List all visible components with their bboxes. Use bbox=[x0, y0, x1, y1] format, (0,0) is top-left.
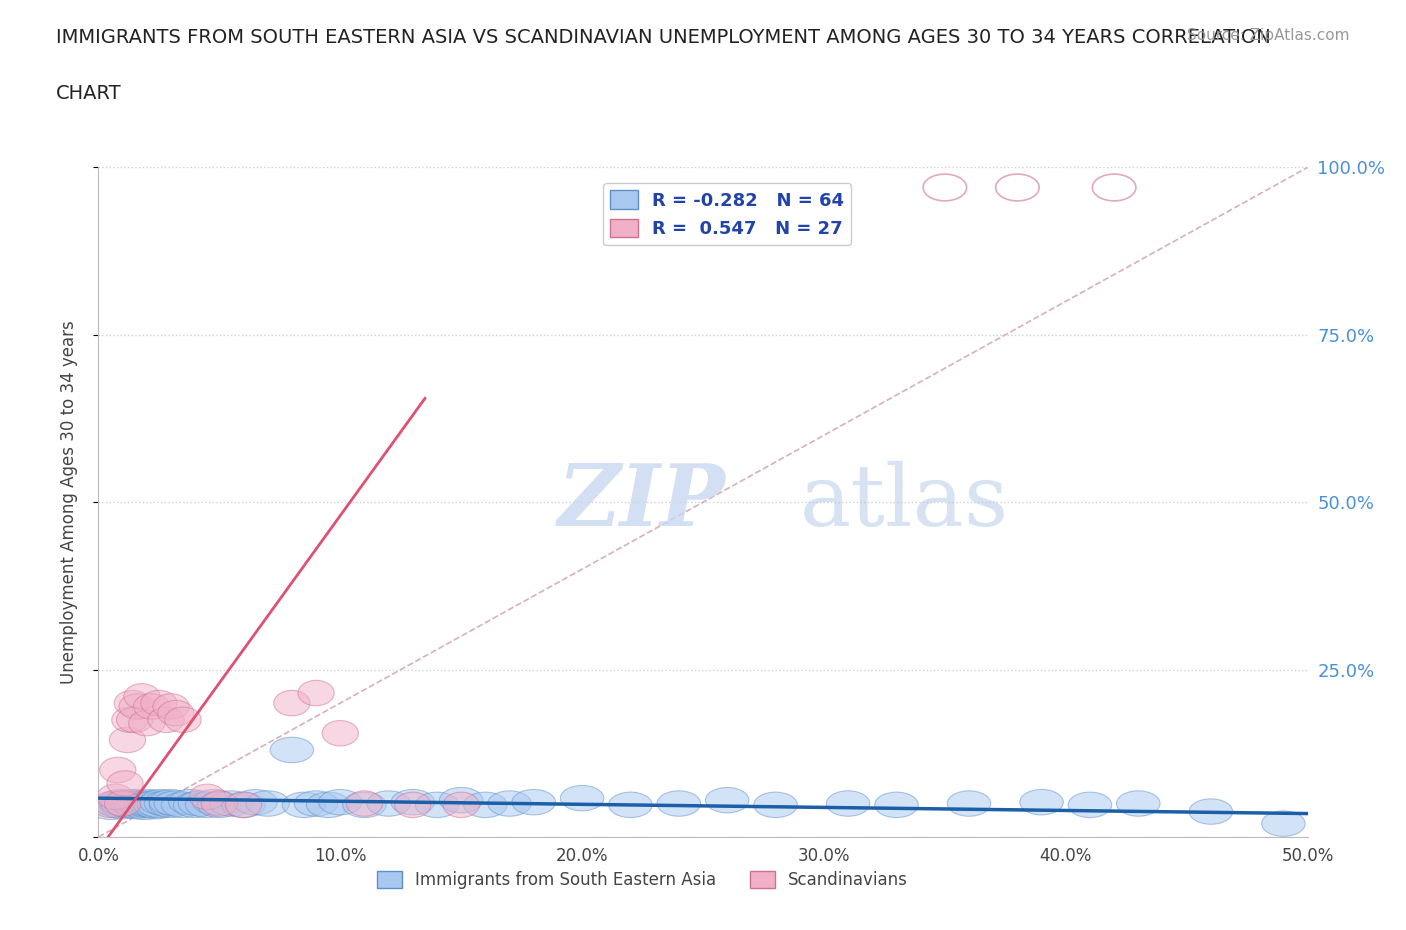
Ellipse shape bbox=[112, 790, 156, 815]
Ellipse shape bbox=[111, 707, 148, 733]
Ellipse shape bbox=[875, 792, 918, 817]
Ellipse shape bbox=[124, 684, 160, 709]
Ellipse shape bbox=[129, 792, 173, 817]
Ellipse shape bbox=[155, 790, 198, 817]
Ellipse shape bbox=[1069, 792, 1112, 817]
Ellipse shape bbox=[129, 711, 165, 736]
Ellipse shape bbox=[1261, 811, 1305, 836]
Ellipse shape bbox=[89, 794, 132, 819]
Ellipse shape bbox=[1116, 790, 1160, 817]
Ellipse shape bbox=[141, 690, 177, 716]
Text: IMMIGRANTS FROM SOUTH EASTERN ASIA VS SCANDINAVIAN UNEMPLOYMENT AMONG AGES 30 TO: IMMIGRANTS FROM SOUTH EASTERN ASIA VS SC… bbox=[56, 28, 1271, 46]
Ellipse shape bbox=[188, 784, 225, 809]
Ellipse shape bbox=[173, 792, 217, 817]
Ellipse shape bbox=[179, 790, 222, 817]
Ellipse shape bbox=[201, 790, 238, 817]
Ellipse shape bbox=[125, 790, 169, 817]
Ellipse shape bbox=[283, 792, 326, 817]
Ellipse shape bbox=[233, 790, 277, 815]
Ellipse shape bbox=[145, 790, 188, 817]
Ellipse shape bbox=[148, 707, 184, 733]
Ellipse shape bbox=[319, 790, 361, 815]
Ellipse shape bbox=[93, 792, 129, 817]
Ellipse shape bbox=[186, 792, 229, 817]
Ellipse shape bbox=[440, 788, 482, 813]
Ellipse shape bbox=[512, 790, 555, 815]
Ellipse shape bbox=[138, 792, 180, 817]
Ellipse shape bbox=[149, 790, 193, 815]
Ellipse shape bbox=[246, 790, 290, 817]
Ellipse shape bbox=[209, 790, 253, 817]
Ellipse shape bbox=[108, 790, 152, 815]
Ellipse shape bbox=[346, 790, 382, 817]
Ellipse shape bbox=[222, 792, 266, 817]
Ellipse shape bbox=[100, 757, 136, 783]
Ellipse shape bbox=[101, 790, 145, 817]
Ellipse shape bbox=[609, 792, 652, 817]
Ellipse shape bbox=[193, 790, 236, 815]
Ellipse shape bbox=[94, 790, 138, 817]
Y-axis label: Unemployment Among Ages 30 to 34 years: Unemployment Among Ages 30 to 34 years bbox=[59, 320, 77, 684]
Ellipse shape bbox=[128, 790, 172, 815]
Ellipse shape bbox=[120, 792, 163, 817]
Ellipse shape bbox=[391, 790, 434, 815]
Ellipse shape bbox=[443, 792, 479, 817]
Ellipse shape bbox=[657, 790, 700, 817]
Ellipse shape bbox=[1189, 799, 1233, 824]
Ellipse shape bbox=[165, 707, 201, 733]
Ellipse shape bbox=[134, 694, 170, 719]
Ellipse shape bbox=[294, 790, 337, 817]
Ellipse shape bbox=[97, 784, 134, 809]
Ellipse shape bbox=[343, 792, 387, 817]
Ellipse shape bbox=[827, 790, 870, 817]
Ellipse shape bbox=[132, 790, 176, 817]
Ellipse shape bbox=[112, 792, 156, 817]
Ellipse shape bbox=[118, 790, 162, 817]
Ellipse shape bbox=[111, 790, 155, 817]
Ellipse shape bbox=[157, 700, 194, 725]
Ellipse shape bbox=[117, 707, 153, 733]
Ellipse shape bbox=[1019, 790, 1063, 815]
Ellipse shape bbox=[415, 792, 458, 817]
Ellipse shape bbox=[298, 681, 335, 706]
Ellipse shape bbox=[125, 792, 169, 817]
Ellipse shape bbox=[153, 694, 190, 719]
Text: ZIP: ZIP bbox=[558, 460, 725, 544]
Ellipse shape bbox=[561, 786, 603, 811]
Ellipse shape bbox=[706, 788, 749, 813]
Ellipse shape bbox=[105, 792, 149, 817]
Ellipse shape bbox=[270, 737, 314, 763]
Ellipse shape bbox=[114, 690, 150, 716]
Ellipse shape bbox=[98, 790, 142, 815]
Ellipse shape bbox=[322, 721, 359, 746]
Text: Source: ZipAtlas.com: Source: ZipAtlas.com bbox=[1187, 28, 1350, 43]
Ellipse shape bbox=[135, 793, 179, 819]
Ellipse shape bbox=[274, 690, 311, 716]
Ellipse shape bbox=[464, 792, 508, 817]
Ellipse shape bbox=[149, 792, 193, 817]
Ellipse shape bbox=[96, 792, 139, 817]
Ellipse shape bbox=[948, 790, 991, 817]
Ellipse shape bbox=[754, 792, 797, 817]
Ellipse shape bbox=[139, 790, 183, 815]
Ellipse shape bbox=[169, 790, 212, 815]
Ellipse shape bbox=[110, 727, 146, 752]
Legend: Immigrants from South Eastern Asia, Scandinavians: Immigrants from South Eastern Asia, Scan… bbox=[370, 864, 915, 896]
Ellipse shape bbox=[120, 694, 155, 719]
Ellipse shape bbox=[115, 793, 159, 819]
Ellipse shape bbox=[488, 790, 531, 817]
Text: atlas: atlas bbox=[800, 460, 1010, 544]
Ellipse shape bbox=[101, 793, 145, 819]
Ellipse shape bbox=[162, 792, 205, 817]
Ellipse shape bbox=[122, 794, 166, 819]
Text: CHART: CHART bbox=[56, 84, 122, 102]
Ellipse shape bbox=[198, 792, 240, 817]
Ellipse shape bbox=[104, 790, 141, 817]
Ellipse shape bbox=[367, 790, 411, 817]
Ellipse shape bbox=[307, 792, 350, 817]
Ellipse shape bbox=[395, 792, 432, 817]
Ellipse shape bbox=[107, 771, 143, 796]
Ellipse shape bbox=[225, 792, 262, 817]
